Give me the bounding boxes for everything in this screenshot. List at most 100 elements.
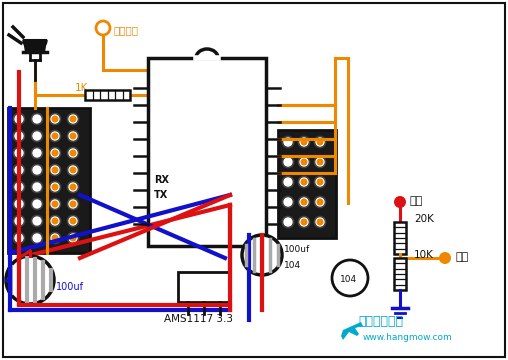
Polygon shape: [341, 322, 363, 340]
Circle shape: [301, 139, 307, 145]
Circle shape: [6, 256, 54, 304]
Circle shape: [31, 198, 43, 210]
Circle shape: [394, 196, 406, 208]
Text: RX: RX: [154, 175, 169, 185]
Text: www.hangmow.com: www.hangmow.com: [363, 333, 453, 342]
Text: 104: 104: [340, 275, 357, 284]
Circle shape: [316, 139, 324, 145]
Circle shape: [439, 252, 451, 264]
Text: 10K: 10K: [414, 250, 434, 260]
Circle shape: [49, 165, 60, 176]
Circle shape: [14, 131, 24, 141]
Circle shape: [301, 219, 307, 225]
Circle shape: [70, 132, 77, 140]
Circle shape: [14, 233, 24, 243]
Circle shape: [68, 148, 79, 158]
Circle shape: [68, 198, 79, 210]
Circle shape: [31, 113, 43, 125]
Bar: [178, 272, 230, 302]
Circle shape: [282, 216, 294, 228]
Circle shape: [314, 197, 326, 207]
Circle shape: [301, 179, 307, 185]
Circle shape: [51, 201, 58, 207]
Bar: [394, 222, 406, 254]
Circle shape: [314, 136, 326, 148]
Circle shape: [314, 216, 326, 228]
Circle shape: [49, 216, 60, 226]
Circle shape: [51, 217, 58, 225]
Circle shape: [314, 157, 326, 167]
Circle shape: [51, 149, 58, 157]
Text: 1K: 1K: [75, 83, 88, 93]
Circle shape: [49, 233, 60, 243]
Circle shape: [314, 176, 326, 188]
Circle shape: [68, 216, 79, 226]
Text: 爱飞航模论坛: 爱飞航模论坛: [358, 315, 403, 328]
Circle shape: [68, 181, 79, 193]
Text: 100uf: 100uf: [284, 245, 310, 254]
Circle shape: [49, 148, 60, 158]
Circle shape: [299, 136, 309, 148]
Circle shape: [14, 181, 24, 193]
Circle shape: [49, 181, 60, 193]
Text: 电压测量: 电压测量: [114, 25, 139, 35]
Circle shape: [299, 197, 309, 207]
Bar: [8, 108, 90, 253]
Circle shape: [70, 217, 77, 225]
Circle shape: [332, 260, 368, 296]
Circle shape: [49, 198, 60, 210]
Circle shape: [282, 136, 294, 148]
Circle shape: [51, 234, 58, 242]
Circle shape: [51, 116, 58, 122]
Text: 电池: 电池: [410, 196, 423, 206]
Circle shape: [299, 216, 309, 228]
Circle shape: [14, 216, 24, 226]
Circle shape: [31, 131, 43, 141]
Circle shape: [14, 113, 24, 125]
Circle shape: [68, 131, 79, 141]
Polygon shape: [24, 40, 46, 52]
Circle shape: [316, 158, 324, 166]
Bar: [278, 130, 336, 238]
Circle shape: [70, 116, 77, 122]
Circle shape: [31, 233, 43, 243]
Circle shape: [14, 148, 24, 158]
Bar: [85, 90, 130, 100]
Circle shape: [70, 201, 77, 207]
Circle shape: [68, 113, 79, 125]
Circle shape: [282, 176, 294, 188]
Text: AMS1117 3.3: AMS1117 3.3: [164, 314, 233, 324]
Circle shape: [316, 219, 324, 225]
Circle shape: [68, 233, 79, 243]
Circle shape: [68, 165, 79, 176]
Circle shape: [70, 149, 77, 157]
Circle shape: [31, 181, 43, 193]
Circle shape: [299, 176, 309, 188]
Circle shape: [14, 165, 24, 176]
Circle shape: [301, 198, 307, 206]
Circle shape: [282, 157, 294, 167]
Circle shape: [31, 216, 43, 226]
Circle shape: [316, 179, 324, 185]
Circle shape: [14, 198, 24, 210]
Circle shape: [242, 235, 282, 275]
Circle shape: [70, 166, 77, 174]
Bar: [394, 258, 406, 290]
Bar: [148, 58, 266, 246]
Text: TX: TX: [154, 190, 168, 200]
Circle shape: [49, 113, 60, 125]
Circle shape: [316, 198, 324, 206]
Circle shape: [301, 158, 307, 166]
Circle shape: [70, 184, 77, 190]
Text: 20K: 20K: [414, 214, 434, 224]
Circle shape: [70, 234, 77, 242]
Circle shape: [51, 184, 58, 190]
Circle shape: [49, 131, 60, 141]
Circle shape: [299, 157, 309, 167]
Circle shape: [51, 166, 58, 174]
Circle shape: [31, 148, 43, 158]
Text: 电压: 电压: [455, 252, 468, 262]
Circle shape: [31, 165, 43, 176]
Text: 104: 104: [284, 261, 301, 270]
Circle shape: [282, 197, 294, 207]
